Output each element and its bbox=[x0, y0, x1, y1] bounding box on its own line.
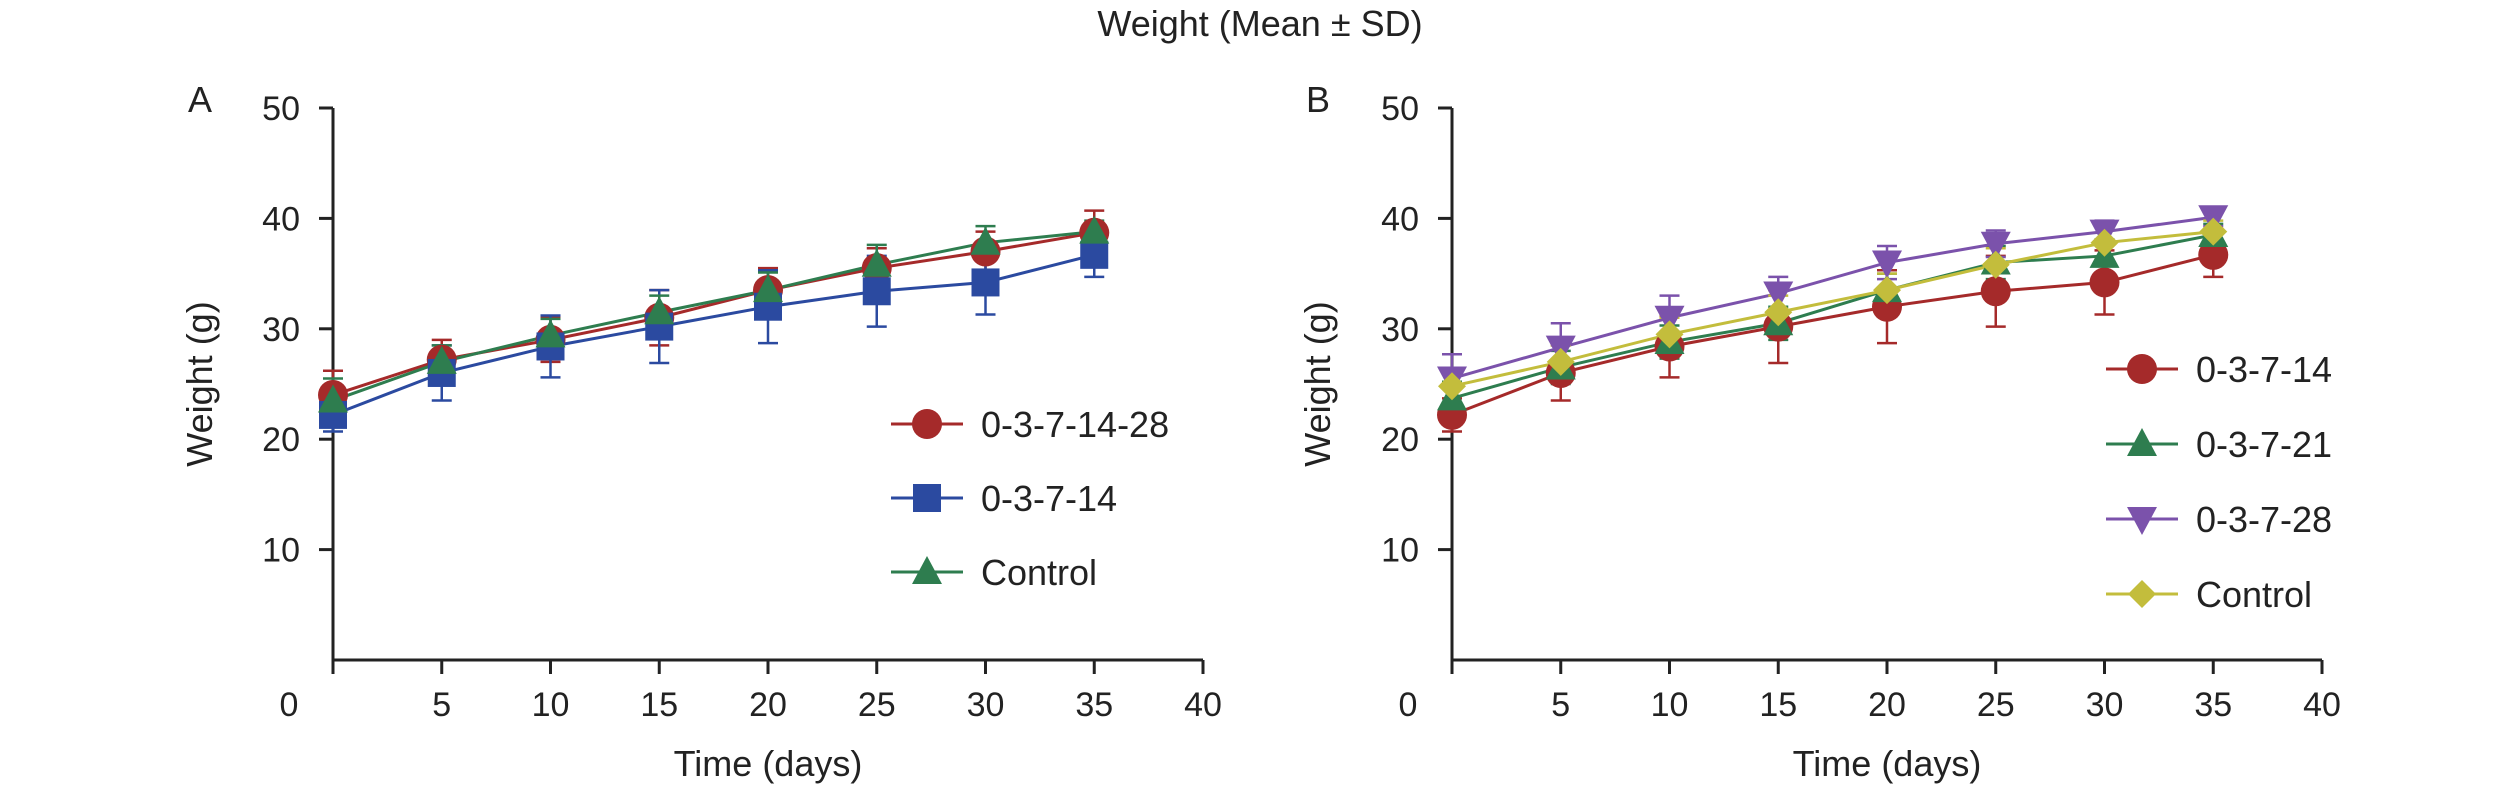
x-tick-label: 40 bbox=[1184, 686, 1222, 724]
data-point bbox=[861, 248, 892, 277]
legend-marker bbox=[2128, 580, 2156, 608]
y-tick-label: 20 bbox=[262, 421, 300, 459]
y-tick-label: 20 bbox=[1381, 421, 1419, 459]
legend-marker bbox=[2127, 428, 2157, 456]
data-point bbox=[1980, 276, 2011, 307]
x-tick-label: 15 bbox=[640, 686, 678, 724]
x-tick-label: 30 bbox=[967, 686, 1005, 724]
x-axis-label: Time (days) bbox=[674, 743, 863, 784]
x-tick-label: 10 bbox=[532, 686, 570, 724]
data-point bbox=[1763, 281, 1794, 310]
legend-marker bbox=[912, 409, 942, 439]
y-axis-label: Weight (g) bbox=[179, 301, 220, 466]
y-tick-label: 50 bbox=[1381, 90, 1419, 128]
panel-a: A 0 5 10 15 20 25 30 35 40 10 20 30 40 50 Time (days) We… bbox=[179, 79, 1222, 784]
data-point bbox=[1980, 231, 2011, 260]
data-point bbox=[970, 226, 1001, 255]
data-point bbox=[2199, 217, 2228, 246]
data-point bbox=[1079, 215, 1110, 244]
data-point bbox=[1764, 298, 1793, 327]
data-point bbox=[644, 296, 675, 325]
panel-letter: B bbox=[1306, 79, 1330, 120]
data-point bbox=[1981, 250, 2010, 279]
legend-label: 0-3-7-14 bbox=[2196, 349, 2332, 390]
data-point bbox=[1546, 347, 1575, 376]
y-tick-label: 10 bbox=[1381, 532, 1419, 570]
data-point bbox=[2198, 239, 2229, 270]
data-point bbox=[1872, 250, 1902, 279]
data-point bbox=[318, 384, 348, 413]
x-tick-label: 40 bbox=[2303, 686, 2341, 724]
x-tick-label: 0 bbox=[1399, 686, 1418, 724]
legend: 0-3-7-14-28 0-3-7-14 Control bbox=[891, 404, 1169, 593]
y-axis-label: Weight (g) bbox=[1297, 301, 1338, 466]
legend-marker bbox=[2127, 507, 2157, 535]
x-tick-label: 35 bbox=[2194, 686, 2232, 724]
x-tick-label: 25 bbox=[1977, 686, 2015, 724]
markers-Control bbox=[1438, 217, 2228, 401]
legend-marker bbox=[913, 484, 941, 512]
x-tick-label: 15 bbox=[1759, 686, 1797, 724]
legend-label: Control bbox=[981, 552, 1097, 593]
y-tick-label: 40 bbox=[262, 200, 300, 238]
data-point bbox=[1873, 276, 1901, 305]
x-axis-label: Time (days) bbox=[1793, 743, 1982, 784]
series-line bbox=[1451, 215, 2214, 380]
series-line bbox=[1451, 230, 2214, 388]
legend-label: 0-3-7-28 bbox=[2196, 499, 2332, 540]
series-line bbox=[1451, 233, 2214, 400]
data-point bbox=[971, 268, 1000, 297]
y-tick-label: 30 bbox=[1381, 311, 1419, 349]
markers-Control bbox=[318, 215, 1110, 413]
series-line bbox=[332, 230, 1095, 402]
legend-label: Control bbox=[2196, 574, 2312, 615]
x-tick-label: 0 bbox=[280, 686, 299, 724]
x-tick-label: 10 bbox=[1651, 686, 1689, 724]
x-tick-label: 5 bbox=[432, 686, 451, 724]
x-tick-label: 5 bbox=[1551, 686, 1570, 724]
data-point bbox=[1655, 320, 1684, 349]
figure-title: Weight (Mean ± SD) bbox=[1097, 3, 1422, 44]
y-tick-label: 10 bbox=[262, 532, 300, 570]
data-point bbox=[753, 274, 783, 303]
data-point bbox=[862, 277, 891, 306]
x-tick-label: 20 bbox=[1868, 686, 1906, 724]
x-tick-label: 25 bbox=[858, 686, 896, 724]
y-tick-label: 40 bbox=[1381, 200, 1419, 238]
legend-label: 0-3-7-14 bbox=[981, 478, 1117, 519]
series-line bbox=[332, 253, 1095, 417]
data-point bbox=[1080, 240, 1109, 269]
data-point bbox=[2090, 228, 2119, 257]
y-tick-label: 30 bbox=[262, 311, 300, 349]
data-point bbox=[1654, 305, 1685, 334]
x-tick-label: 35 bbox=[1075, 686, 1113, 724]
data-point bbox=[1438, 372, 1466, 401]
legend-label: 0-3-7-14-28 bbox=[981, 404, 1169, 445]
data-point bbox=[2089, 267, 2120, 298]
data-point bbox=[426, 345, 457, 374]
data-point bbox=[535, 319, 566, 348]
legend-marker bbox=[2127, 354, 2157, 384]
series-line bbox=[1451, 253, 2214, 417]
panel-b: B 0 5 10 15 20 25 30 35 40 10 20 30 40 50 Time (days) We… bbox=[1297, 79, 2341, 784]
y-tick-label: 50 bbox=[262, 90, 300, 128]
x-tick-label: 20 bbox=[749, 686, 787, 724]
x-tick-label: 30 bbox=[2086, 686, 2124, 724]
panel-letter: A bbox=[188, 79, 212, 120]
legend: 0-3-7-14 0-3-7-21 0-3-7-28 Control bbox=[2106, 349, 2332, 615]
legend-label: 0-3-7-21 bbox=[2196, 424, 2332, 465]
legend-marker bbox=[912, 556, 942, 584]
